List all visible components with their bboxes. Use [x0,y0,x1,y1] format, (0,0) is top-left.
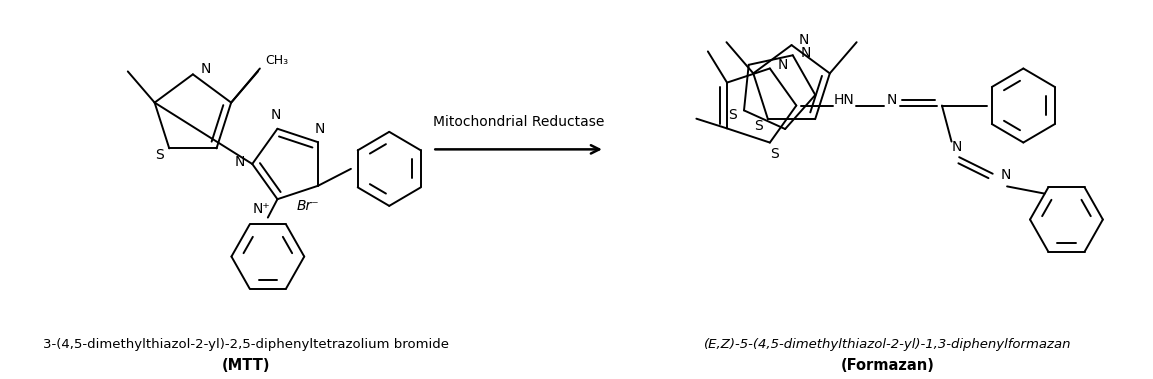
Text: 3-(4,5-dimethylthiazol-2-yl)-2,5-diphenyltetrazolium bromide: 3-(4,5-dimethylthiazol-2-yl)-2,5-dipheny… [43,338,449,351]
Text: N: N [315,122,325,136]
Text: S: S [770,147,779,161]
Text: S: S [156,148,164,162]
Text: (Formazan): (Formazan) [841,358,934,373]
Text: S: S [754,119,762,133]
Text: S: S [729,108,737,122]
Text: N: N [799,33,809,47]
Text: N: N [234,155,244,169]
Text: N: N [951,140,962,154]
Text: N: N [1001,168,1011,182]
Text: Br⁻: Br⁻ [296,199,319,213]
Text: N: N [801,46,812,60]
Text: (E,Z)-5-(4,5-dimethylthiazol-2-yl)-1,3-diphenylformazan: (E,Z)-5-(4,5-dimethylthiazol-2-yl)-1,3-d… [703,338,1071,351]
Text: (MTT): (MTT) [221,358,270,373]
Text: N⁺: N⁺ [253,202,270,216]
Text: N: N [270,108,280,122]
Text: N: N [778,58,789,72]
Text: N: N [887,92,897,106]
Text: Mitochondrial Reductase: Mitochondrial Reductase [432,115,604,129]
Text: N: N [201,63,211,77]
Text: CH₃: CH₃ [265,54,288,67]
Text: HN: HN [834,92,854,106]
